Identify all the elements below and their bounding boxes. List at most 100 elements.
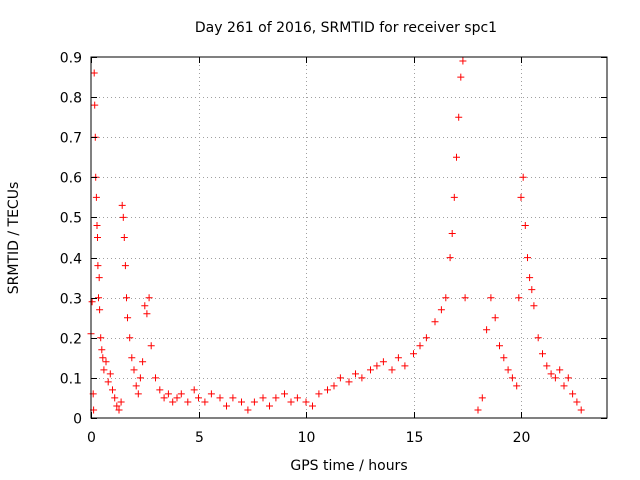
data-point bbox=[513, 382, 521, 390]
data-point bbox=[573, 398, 581, 406]
data-point bbox=[367, 366, 374, 374]
data-point bbox=[281, 390, 288, 398]
data-point bbox=[195, 394, 202, 402]
data-point bbox=[528, 286, 536, 294]
data-point bbox=[113, 402, 121, 410]
data-point bbox=[117, 398, 125, 406]
y-tick-label: 0 bbox=[73, 412, 82, 428]
data-point bbox=[515, 294, 523, 302]
data-point bbox=[128, 354, 136, 362]
data-point bbox=[483, 326, 491, 334]
data-point bbox=[201, 398, 209, 406]
data-point bbox=[324, 386, 331, 394]
data-point bbox=[119, 213, 127, 221]
data-point bbox=[302, 398, 310, 406]
x-tick-label: 5 bbox=[195, 430, 204, 446]
data-point bbox=[446, 254, 454, 262]
data-point bbox=[120, 234, 128, 241]
y-tick-label: 0.1 bbox=[60, 372, 82, 388]
data-point bbox=[139, 358, 147, 366]
data-point bbox=[147, 342, 155, 350]
y-axis-label: SRMTID / TECUs bbox=[6, 182, 22, 295]
data-point bbox=[123, 294, 130, 302]
data-point bbox=[416, 342, 424, 350]
data-point bbox=[229, 394, 237, 402]
data-point bbox=[124, 314, 132, 322]
data-point bbox=[115, 406, 123, 414]
data-point bbox=[160, 394, 168, 402]
x-axis-label: GPS time / hours bbox=[290, 458, 407, 474]
data-point bbox=[272, 394, 280, 402]
data-point bbox=[394, 354, 402, 362]
grid-lines bbox=[91, 57, 607, 418]
data-point bbox=[259, 394, 267, 402]
data-point bbox=[102, 358, 110, 366]
data-point bbox=[100, 366, 108, 374]
data-point bbox=[287, 398, 295, 406]
axis-ticks: 0 0.1 0.2 0.3 0.4 0.5 0.6 0.7 0.8 0.9 0 5 10 15 20 bbox=[60, 51, 607, 446]
data-point bbox=[109, 386, 116, 394]
x-tick-label: 0 bbox=[87, 430, 96, 446]
data-point bbox=[524, 254, 531, 262]
data-point bbox=[491, 314, 499, 322]
data-point bbox=[560, 382, 568, 390]
data-point bbox=[410, 350, 417, 358]
x-tick-label: 10 bbox=[298, 430, 316, 446]
plot-frame bbox=[90, 56, 608, 419]
data-point bbox=[461, 294, 469, 302]
data-point bbox=[496, 342, 503, 350]
data-point bbox=[487, 294, 495, 302]
data-point bbox=[309, 402, 316, 410]
data-point bbox=[126, 334, 134, 342]
x-tick-label: 20 bbox=[513, 430, 531, 446]
data-point bbox=[569, 390, 577, 398]
data-point bbox=[95, 274, 103, 282]
data-point bbox=[99, 354, 107, 362]
data-point bbox=[352, 370, 359, 378]
data-point bbox=[250, 398, 258, 406]
data-point bbox=[457, 73, 465, 81]
data-point bbox=[152, 374, 159, 382]
data-point bbox=[564, 374, 572, 382]
data-point bbox=[184, 398, 192, 406]
data-point bbox=[293, 394, 301, 402]
data-point bbox=[474, 406, 482, 414]
data-point bbox=[345, 378, 353, 386]
data-point bbox=[388, 366, 396, 374]
data-point bbox=[238, 398, 245, 406]
chart-title: Day 261 of 2016, SRMTID for receiver spc… bbox=[195, 20, 497, 36]
data-points bbox=[87, 57, 585, 414]
y-tick-label: 0.3 bbox=[60, 292, 82, 308]
data-point bbox=[90, 69, 98, 77]
data-point bbox=[450, 193, 458, 201]
data-point bbox=[244, 406, 252, 414]
data-point bbox=[519, 173, 527, 181]
data-point bbox=[530, 302, 538, 310]
data-point bbox=[190, 386, 198, 394]
y-tick-label: 0.7 bbox=[60, 131, 82, 147]
data-point bbox=[136, 374, 144, 382]
data-point bbox=[94, 262, 102, 270]
data-point bbox=[169, 398, 177, 406]
data-point bbox=[379, 358, 387, 366]
data-point bbox=[104, 378, 112, 386]
data-point bbox=[500, 354, 508, 362]
y-tick-label: 0.4 bbox=[60, 252, 82, 268]
data-point bbox=[94, 234, 101, 241]
data-point bbox=[330, 382, 338, 390]
data-point bbox=[401, 362, 409, 370]
data-point bbox=[95, 294, 102, 302]
data-point bbox=[173, 394, 181, 402]
data-point bbox=[551, 374, 559, 382]
y-tick-label: 0.8 bbox=[60, 91, 82, 107]
data-point bbox=[577, 406, 585, 414]
data-point bbox=[556, 366, 564, 374]
data-point bbox=[453, 153, 460, 161]
data-point bbox=[521, 222, 529, 229]
data-point bbox=[223, 402, 230, 410]
data-point bbox=[504, 366, 512, 374]
data-point bbox=[266, 402, 273, 410]
data-point bbox=[517, 193, 525, 201]
data-point bbox=[543, 362, 551, 370]
